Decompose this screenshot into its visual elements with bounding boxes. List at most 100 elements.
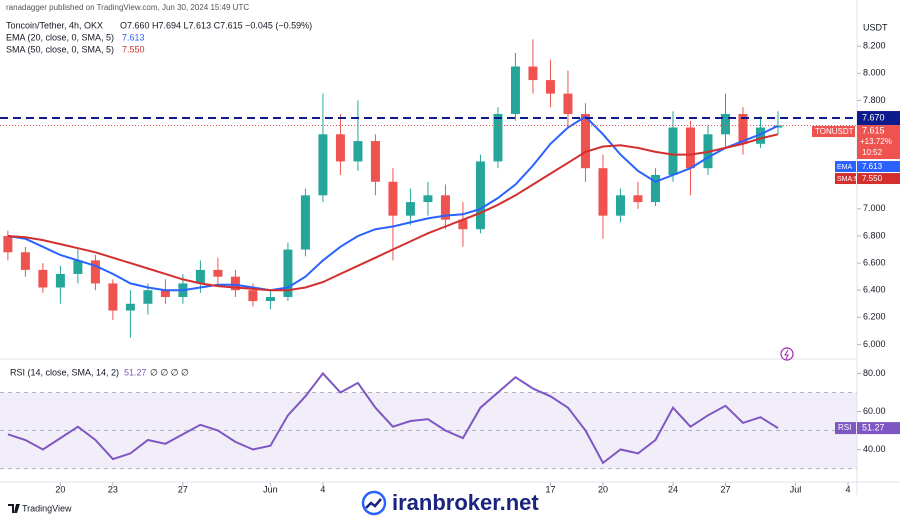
- rsi-legend: RSI (14, close, SMA, 14, 2): [10, 367, 119, 377]
- candle-body: [248, 290, 258, 302]
- watermark-icon-line: [365, 498, 382, 509]
- candle-body: [405, 202, 415, 216]
- x-tick-label: 27: [720, 484, 730, 494]
- candle-body: [38, 269, 48, 288]
- rsi-value: 51.27: [862, 422, 885, 432]
- x-tick-label: 17: [545, 484, 555, 494]
- candle-body: [755, 127, 765, 144]
- y-tick-label: 8.000: [863, 68, 886, 78]
- ohlc: O7.660 H7.694 L7.613 C7.615 −0.045 (−0.5…: [120, 20, 312, 30]
- rsi-name: RSI: [838, 423, 851, 432]
- y-tick-label: 40.00: [863, 444, 886, 454]
- x-tick-label: 23: [108, 484, 118, 494]
- y-tick-label: 6.200: [863, 312, 886, 322]
- x-tick-label: 20: [598, 484, 608, 494]
- candle-body: [528, 66, 538, 81]
- indicator-name: SMA:MA: [837, 176, 865, 183]
- indicator-value: 7.613: [862, 162, 883, 171]
- footer-bar: [0, 495, 900, 520]
- candle-body: [300, 195, 310, 250]
- y-tick-label: 7.000: [863, 203, 886, 213]
- indicator-value: 7.550: [862, 174, 883, 183]
- x-tick-label: Jul: [790, 484, 802, 494]
- level-label: 7.670: [862, 112, 885, 122]
- countdown: 10:52: [862, 148, 883, 157]
- event-icon[interactable]: [780, 347, 794, 361]
- candle-body: [195, 269, 205, 284]
- x-tick-label: 27: [178, 484, 188, 494]
- rsi-legend-value: 51.27: [124, 367, 147, 377]
- y-tick-label: 80.00: [863, 368, 886, 378]
- candle-body: [545, 80, 555, 94]
- candle-body: [20, 252, 30, 270]
- x-tick-label: 24: [668, 484, 678, 494]
- sma-legend-value: 7.550: [122, 44, 145, 54]
- y-tick-label: 7.800: [863, 95, 886, 105]
- candle-body: [370, 141, 380, 182]
- candle-body: [388, 181, 398, 216]
- price-label: 7.615: [862, 125, 885, 135]
- candle-body: [493, 113, 503, 162]
- price-box: [857, 125, 900, 160]
- y-tick-label: 6.600: [863, 257, 886, 267]
- indicator-line: [7, 133, 779, 292]
- event-icon-bolt: [784, 349, 789, 360]
- change-label: +13.72%: [860, 137, 892, 146]
- symbol-tag: TONUSDT: [815, 127, 854, 136]
- candle-body: [633, 195, 643, 203]
- candle-body: [615, 195, 625, 216]
- candle-body: [230, 276, 240, 291]
- symbol-tag-box: [812, 126, 855, 138]
- candle-body: [720, 113, 730, 135]
- rsi-value-box: [857, 422, 900, 435]
- candle-body: [475, 161, 485, 230]
- candle-body: [563, 93, 573, 114]
- symbol: Toncoin/Tether, 4h, OKX: [6, 20, 103, 30]
- y-tick-label: 6.000: [863, 339, 886, 349]
- candle-body: [580, 113, 590, 169]
- watermark-icon: [361, 490, 387, 516]
- y-tick-label: 60.00: [863, 406, 886, 416]
- level-box: [857, 111, 900, 126]
- candle-body: [738, 113, 748, 144]
- candle-body: [108, 283, 118, 311]
- candle-body: [423, 195, 433, 203]
- x-tick-label: Jun: [263, 484, 278, 494]
- currency: USDT: [863, 22, 888, 32]
- candle-body: [318, 134, 328, 196]
- candle-body: [143, 290, 153, 304]
- y-tick-label: 8.200: [863, 41, 886, 51]
- rsi-name-box: [835, 422, 856, 435]
- candle-body: [685, 127, 695, 169]
- ema-legend: EMA (20, close, 0, SMA, 5): [6, 32, 114, 42]
- rsi-extra: ∅ ∅ ∅ ∅: [150, 367, 189, 377]
- candle-body: [650, 174, 660, 203]
- candle-body: [440, 195, 450, 220]
- x-tick-label: 4: [320, 484, 325, 494]
- y-tick-label: 6.800: [863, 230, 886, 240]
- candle-body: [213, 269, 223, 277]
- y-tick-label: 6.400: [863, 285, 886, 295]
- candle-body: [353, 141, 363, 162]
- candle-body: [283, 249, 293, 297]
- watermark: iranbroker.net: [392, 490, 539, 515]
- x-tick-label: 20: [55, 484, 65, 494]
- candle-body: [265, 296, 275, 302]
- candle-body: [73, 260, 83, 274]
- sma-legend: SMA (50, close, 0, SMA, 5): [6, 44, 114, 54]
- indicator-name-box: [835, 173, 856, 185]
- candle-body: [598, 168, 608, 216]
- candle-body: [335, 134, 345, 162]
- brand-logo: [8, 504, 20, 513]
- candle-body: [90, 260, 100, 284]
- rsi-line: [7, 371, 779, 465]
- indicator-value-box: [857, 161, 900, 173]
- indicator-value-box: [857, 173, 900, 185]
- candle-body: [668, 127, 678, 175]
- publisher: ranadagger published on TradingView.com,…: [6, 3, 249, 12]
- brand: TradingView: [22, 503, 72, 513]
- candle-body: [510, 66, 520, 114]
- candle-body: [125, 303, 135, 311]
